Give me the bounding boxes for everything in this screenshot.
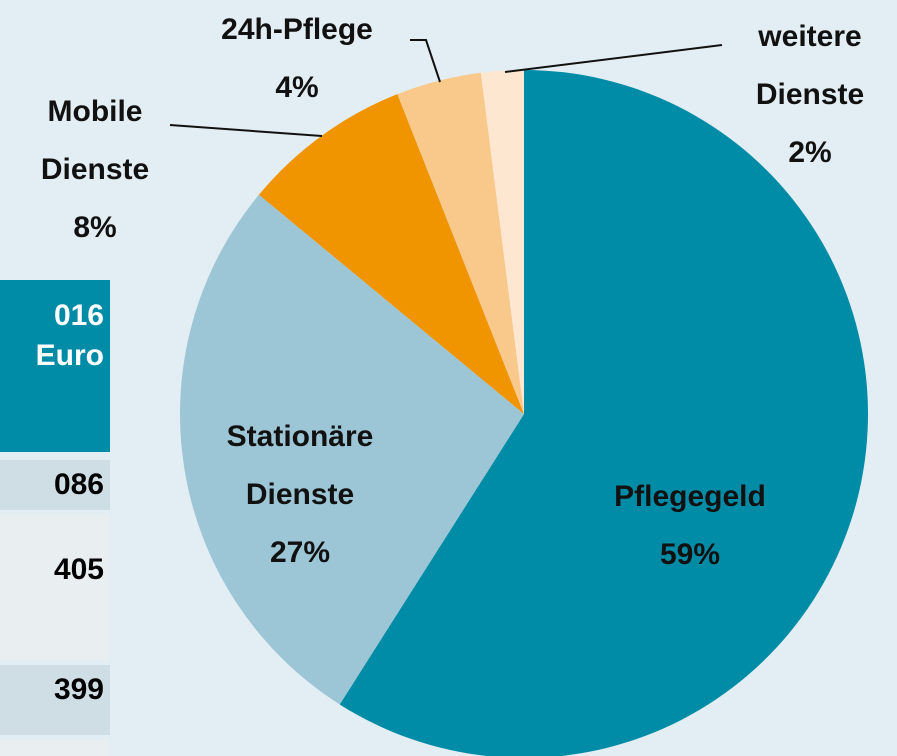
leader-line xyxy=(410,39,441,83)
value-label: 4% xyxy=(275,71,319,104)
pie-slice xyxy=(480,70,524,414)
category-label: Pflegegeld xyxy=(614,480,766,513)
table-cell: 086 xyxy=(0,460,110,510)
category-label: Mobile Dienste xyxy=(40,95,150,186)
value-label: 59% xyxy=(659,538,721,571)
slice-label: weitere Dienste 2% xyxy=(735,8,885,182)
slice-label: Stationäre Dienste 27% xyxy=(200,408,400,582)
category-label: Stationäre Dienste xyxy=(226,420,374,511)
category-label: weitere Dienste xyxy=(755,20,865,111)
slice-label: Mobile Dienste 8% xyxy=(15,83,175,257)
slice-label: Pflegegeld 59% xyxy=(560,468,820,584)
table-header: 016 Euro xyxy=(0,280,110,452)
value-label: 27% xyxy=(269,536,331,569)
pie-slice xyxy=(258,94,524,414)
table-cell xyxy=(0,740,110,756)
category-label: 24h-Pflege xyxy=(221,13,373,46)
leader-line xyxy=(169,124,323,137)
header-cell: Euro xyxy=(35,339,104,372)
table-cell: 405 xyxy=(0,515,110,660)
header-cell: 016 xyxy=(53,299,104,332)
leader-line xyxy=(504,44,723,73)
value-label: 8% xyxy=(73,211,117,244)
pie-slice xyxy=(397,72,524,415)
pie-slice xyxy=(179,194,525,705)
pie-slice xyxy=(339,70,868,756)
table-cell: 399 xyxy=(0,665,110,735)
slice-label: 24h-Pflege 4% xyxy=(167,1,427,117)
value-label: 2% xyxy=(788,136,832,169)
leader-lines xyxy=(169,39,723,137)
